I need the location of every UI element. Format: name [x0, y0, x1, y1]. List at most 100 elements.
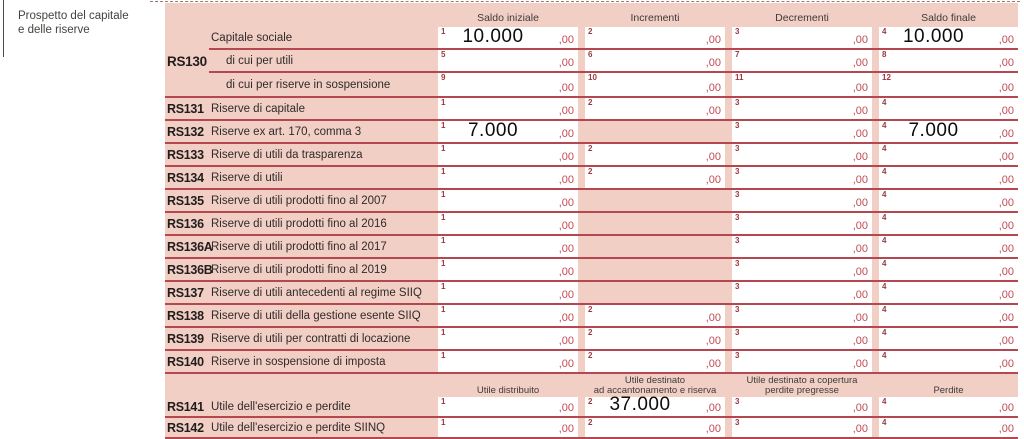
- row-label: di cui per riserve in sospensione: [226, 78, 391, 91]
- field-RS138-3[interactable]: 3,00: [732, 305, 872, 326]
- capital-reserves-table: Saldo iniziale Incrementi Decrementi Saldo …: [165, 3, 1018, 439]
- subrow: di cui per utili 5,00 6,00 7,00 8,00: [209, 50, 1018, 73]
- field-number: 2: [588, 397, 593, 406]
- field-RS133-1[interactable]: 1,00: [438, 144, 578, 165]
- field-RS140-3[interactable]: 3,00: [732, 351, 872, 372]
- field-cents: ,00: [558, 34, 574, 46]
- field-RS132-3[interactable]: 3,00: [732, 121, 872, 142]
- field-RS142-2[interactable]: 2,00: [585, 418, 725, 437]
- field-RS135-1[interactable]: 1,00: [438, 190, 578, 211]
- row-label: Utile dell'esercizio e perdite SIINQ: [211, 421, 386, 434]
- field-number: 4: [882, 236, 887, 245]
- field-RS136A-1[interactable]: 1,00: [438, 236, 578, 257]
- field-RS139-4[interactable]: 4,00: [879, 328, 1018, 349]
- field-RS138-4[interactable]: 4,00: [879, 305, 1018, 326]
- field-RS130-2[interactable]: 2,00: [585, 27, 725, 48]
- field-RS139-3[interactable]: 3,00: [732, 328, 872, 349]
- field-RS141-1[interactable]: 1,00: [438, 397, 578, 416]
- field-RS139-2[interactable]: 2,00: [585, 328, 725, 349]
- field-RS141-2[interactable]: 2 37.000 ,00: [585, 394, 725, 416]
- field-cents: ,00: [998, 289, 1014, 301]
- field-RS130-11[interactable]: 11,00: [732, 73, 872, 96]
- field-RS137-3[interactable]: 3,00: [732, 282, 872, 303]
- field-number: 2: [588, 351, 593, 360]
- field-RS133-4[interactable]: 4,00: [879, 144, 1018, 165]
- field-RS134-4[interactable]: 4,00: [879, 167, 1018, 188]
- field-cents: ,00: [558, 312, 574, 324]
- field-cents: ,00: [852, 358, 868, 370]
- field-cents: ,00: [852, 57, 868, 69]
- field-RS130-7[interactable]: 7,00: [732, 50, 872, 71]
- field-RS137-4[interactable]: 4,00: [879, 282, 1018, 303]
- field-RS139-1[interactable]: 1,00: [438, 328, 578, 349]
- field-RS140-1[interactable]: 1,00: [438, 351, 578, 372]
- field-RS130-4[interactable]: 4 10.000 ,00: [879, 26, 1018, 48]
- field-cents: ,00: [558, 105, 574, 117]
- field-RS136A-4[interactable]: 4,00: [879, 236, 1018, 257]
- field-number: 9: [441, 73, 446, 82]
- table-header-bottom: Utile distribuito Utile destinato ad accan…: [165, 374, 1018, 397]
- field-RS130-1[interactable]: 1 10.000 ,00: [438, 26, 578, 48]
- field-RS130-5[interactable]: 5,00: [438, 50, 578, 71]
- field-cents: ,00: [998, 82, 1014, 94]
- field-RS137-1[interactable]: 1,00: [438, 282, 578, 303]
- field-number: 3: [735, 27, 740, 36]
- field-RS130-6[interactable]: 6,00: [585, 50, 725, 71]
- row-RS132: RS132 Riserve ex art. 170, comma 3 1 7.000,…: [165, 120, 1018, 144]
- field-RS136B-4[interactable]: 4,00: [879, 259, 1018, 280]
- field-RS134-1[interactable]: 1,00: [438, 167, 578, 188]
- field-RS136B-1[interactable]: 1,00: [438, 259, 578, 280]
- field-number: 4: [882, 305, 887, 314]
- field-RS136-3[interactable]: 3,00: [732, 213, 872, 234]
- field-cents: ,00: [998, 57, 1014, 69]
- field-RS142-3[interactable]: 3,00: [732, 418, 872, 437]
- field-number: 2: [588, 167, 593, 176]
- field-RS140-4[interactable]: 4,00: [879, 351, 1018, 372]
- field-RS136B-3[interactable]: 3,00: [732, 259, 872, 280]
- field-RS130-3[interactable]: 3,00: [732, 27, 872, 48]
- column-title: Saldo finale: [921, 12, 976, 24]
- field-RS131-4[interactable]: 4,00: [879, 98, 1018, 119]
- row-label: Riserve di utili prodotti fino al 2019: [211, 263, 387, 276]
- field-RS138-2[interactable]: 2,00: [585, 305, 725, 326]
- field-RS142-1[interactable]: 1,00: [438, 418, 578, 437]
- field-RS134-2[interactable]: 2,00: [585, 167, 725, 188]
- field-RS130-8[interactable]: 8,00: [879, 50, 1018, 71]
- field-RS138-1[interactable]: 1,00: [438, 305, 578, 326]
- field-RS131-1[interactable]: 1,00: [438, 98, 578, 119]
- field-number: 3: [735, 98, 740, 107]
- field-RS141-3[interactable]: 3,00: [732, 397, 872, 416]
- row-group-rs130: RS130 Capitale sociale 1 10.000,00 2,00 3,00 4…: [165, 26, 1018, 98]
- field-RS133-3[interactable]: 3,00: [732, 144, 872, 165]
- field-cents: ,00: [705, 105, 721, 117]
- field-cents: ,00: [558, 423, 574, 435]
- field-number: 3: [735, 259, 740, 268]
- field-value: 7.000: [467, 120, 519, 141]
- section-label: Prospetto del capitale e delle riserve: [18, 9, 129, 37]
- field-RS132-1[interactable]: 1 7.000 ,00: [438, 120, 578, 142]
- field-RS141-4[interactable]: 4,00: [879, 397, 1018, 416]
- field-RS130-9[interactable]: 9,00: [438, 73, 578, 96]
- field-RS130-12[interactable]: 12,00: [879, 73, 1018, 96]
- field-number: 4: [882, 121, 887, 130]
- field-RS136-4[interactable]: 4,00: [879, 213, 1018, 234]
- field-number: 3: [735, 305, 740, 314]
- field-RS135-4[interactable]: 4,00: [879, 190, 1018, 211]
- field-RS130-10[interactable]: 10,00: [585, 73, 725, 96]
- field-number: 4: [882, 259, 887, 268]
- row-code: RS140: [167, 354, 204, 369]
- row-label: Riserve di utili antecedenti al regime S…: [211, 286, 422, 299]
- field-RS131-3[interactable]: 3,00: [732, 98, 872, 119]
- field-RS136-1[interactable]: 1,00: [438, 213, 578, 234]
- row-code: RS131: [167, 101, 204, 116]
- field-RS136A-3[interactable]: 3,00: [732, 236, 872, 257]
- field-RS131-2[interactable]: 2,00: [585, 98, 725, 119]
- field-number: 3: [735, 144, 740, 153]
- field-RS134-3[interactable]: 3,00: [732, 167, 872, 188]
- field-RS133-2[interactable]: 2,00: [585, 144, 725, 165]
- field-RS135-3[interactable]: 3,00: [732, 190, 872, 211]
- field-RS142-4[interactable]: 4,00: [879, 418, 1018, 437]
- field-RS140-2[interactable]: 2,00: [585, 351, 725, 372]
- row-label: Riserve di utili prodotti fino al 2016: [211, 217, 387, 230]
- field-RS132-4[interactable]: 4 7.000 ,00: [879, 120, 1018, 142]
